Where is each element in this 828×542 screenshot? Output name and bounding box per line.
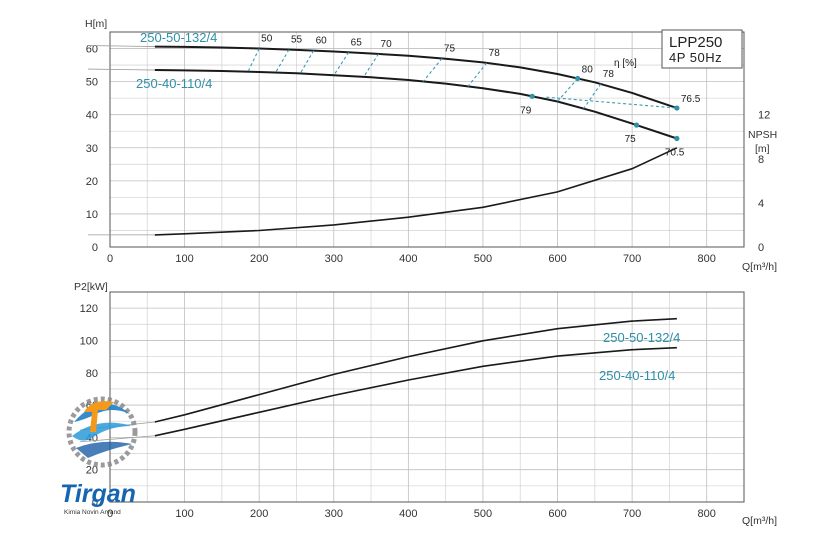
company-logo: Tirgan Kimia Novin Arvand: [60, 396, 138, 516]
efficiency-label-80: 80: [582, 64, 594, 75]
x-tick-label: 400: [399, 508, 417, 520]
power-chart-grid: [109, 292, 744, 503]
series-label-250-40-110-4: 250-40-110/4: [136, 76, 212, 91]
power-chart-ticks: 0100200300400500600700800020406080100120: [80, 303, 716, 520]
efficiency-connector-78: [546, 96, 677, 109]
logo-name: Tirgan: [60, 480, 136, 508]
series-label-250-50-132-4: 250-50-132/4: [140, 30, 217, 45]
head-x-axis-title: Q[m³/h]: [742, 261, 777, 273]
x-tick-label: 400: [399, 253, 417, 265]
y-tick-label: 100: [80, 335, 98, 347]
model-name: LPP250: [669, 34, 722, 51]
efficiency-label-60: 60: [316, 36, 328, 47]
x-tick-label: 0: [107, 253, 113, 265]
y-tick-label: 0: [92, 242, 98, 254]
npsh-axis-title-name: NPSH: [748, 129, 777, 141]
efficiency-label-65: 65: [351, 37, 363, 48]
y-tick-label: 50: [86, 77, 98, 89]
model-speed: 4P 50Hz: [669, 50, 722, 65]
head-chart-ticks: 0 100 200 300 400 500 600 700 800010203040506004…: [86, 44, 771, 265]
head-curve-a-extension: [87, 45, 155, 47]
npsh-tick-label: 8: [758, 154, 764, 166]
npsh-tick-label: 0: [758, 242, 764, 254]
efficiency-connector: [529, 95, 533, 99]
x-tick-label: 0: [107, 508, 113, 520]
x-tick-label: 300: [325, 253, 343, 265]
efficiency-point-75: [633, 122, 640, 128]
x-tick-label: 500: [474, 508, 492, 520]
x-tick-label: 800: [698, 253, 716, 265]
head-chart-series: 250-50-132/4 250-40-110/4: [87, 30, 678, 236]
x-tick-label: 200: [250, 253, 268, 265]
npsh-tick-label: 4: [758, 198, 764, 210]
model-legend-box: LPP250 4P 50Hz: [661, 29, 743, 69]
efficiency-line-70: [363, 53, 379, 78]
npsh-curve: [154, 147, 678, 236]
x-tick-label: 700: [623, 508, 641, 520]
x-tick-label: 800: [698, 508, 716, 520]
npsh-tick-label: 12: [758, 110, 770, 122]
x-tick-label: 100: [175, 253, 193, 265]
power-x-axis-title: Q[m³/h]: [742, 515, 777, 527]
power-chart-series: 250-50-132/4 250-40-110/4: [79, 317, 680, 443]
x-tick-label: 300: [325, 508, 343, 520]
efficiency-line-50: [247, 48, 260, 72]
efficiency-line-65: [333, 52, 350, 76]
efficiency-label-78: 78: [603, 69, 615, 80]
efficiency-label-79: 79: [520, 105, 532, 116]
y-tick-label: 120: [80, 303, 98, 315]
x-tick-label: 600: [548, 253, 566, 265]
power-curve-250-40-110-4: [154, 346, 677, 437]
y-tick-label: 30: [86, 143, 98, 155]
efficiency-line-78: [467, 62, 488, 87]
efficiency-label-50: 50: [261, 34, 273, 45]
power-curve-b-extension: [79, 435, 155, 443]
efficiency-line-75: [422, 58, 443, 82]
head-axis-title: H[m]: [85, 18, 107, 30]
efficiency-line-78: [583, 83, 602, 109]
logo-subtitle: Kimia Novin Arvand: [64, 509, 121, 516]
y-tick-label: 10: [86, 209, 98, 221]
power-axis-title: P2[kW]: [74, 281, 108, 293]
y-tick-label: 20: [86, 176, 98, 188]
efficiency-line-55: [275, 49, 290, 73]
head-curve-250-50-132-4: [154, 45, 678, 110]
y-tick-label: 0: [92, 497, 98, 509]
power-chart-frame: [109, 291, 745, 503]
efficiency-label-75: 75: [444, 43, 456, 54]
x-tick-label: 500: [474, 253, 492, 265]
efficiency-label-76.5: 76.5: [681, 94, 701, 105]
efficiency-label-78: 78: [489, 48, 501, 59]
head-curve-250-40-110-4: [154, 69, 678, 140]
power-curve-250-50-132-4: [154, 317, 677, 423]
head-chart-frame: [109, 31, 745, 248]
efficiency-point-76.5: [674, 105, 680, 111]
power-label-250-40-110-4: 250-40-110/4: [599, 368, 675, 383]
y-tick-label: 80: [86, 368, 98, 380]
head-curve-b-extension: [87, 68, 155, 71]
efficiency-point-70.5: [674, 135, 680, 142]
efficiency-label-70.5: 70.5: [665, 148, 685, 159]
y-tick-label: 40: [86, 110, 98, 122]
power-label-250-50-132-4: 250-50-132/4: [603, 330, 680, 345]
y-tick-label: 20: [86, 465, 98, 477]
efficiency-label-70: 70: [381, 39, 393, 50]
x-tick-label: 700: [623, 253, 641, 265]
efficiency-label-75: 75: [625, 134, 637, 145]
x-tick-label: 200: [250, 508, 268, 520]
x-tick-label: 100: [175, 508, 193, 520]
efficiency-line-60: [299, 50, 315, 74]
npsh-axis-title-unit: [m]: [755, 143, 770, 155]
x-tick-label: 600: [548, 508, 566, 520]
y-tick-label: 60: [86, 44, 98, 56]
efficiency-label: η [%]: [614, 58, 637, 69]
efficiency-label-55: 55: [291, 35, 303, 46]
efficiency-isolines: 50 55 60 65 70 75 78 80 79 78 76.5 75 70.5: [247, 34, 701, 159]
